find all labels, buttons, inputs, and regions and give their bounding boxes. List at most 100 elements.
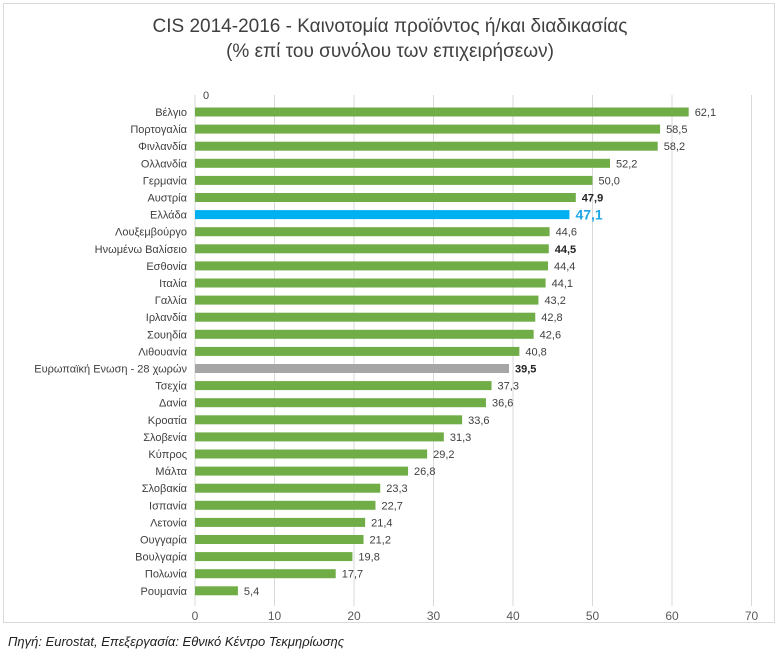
value-label: 26,8 (414, 466, 435, 478)
category-label: Ιταλία (159, 278, 188, 290)
category-label: Φινλανδία (138, 141, 187, 153)
x-tick-label: 30 (427, 609, 441, 623)
top-zero-label: 0 (203, 90, 209, 102)
x-tick-label: 70 (745, 609, 759, 623)
category-label: Πολωνία (145, 569, 188, 581)
bar (195, 364, 510, 373)
value-label: 44,5 (555, 244, 576, 256)
bar (195, 483, 381, 493)
bar (195, 193, 576, 202)
x-tick-label: 10 (268, 609, 282, 623)
value-label: 22,7 (381, 500, 402, 512)
x-tick-label: 60 (665, 609, 679, 623)
value-label: 43,2 (544, 295, 565, 307)
category-label: Ηνωμένω Βαλίσειο (95, 244, 187, 256)
value-label: 21,2 (370, 535, 391, 547)
bar (195, 329, 534, 339)
category-label: Βουλγαρία (135, 552, 188, 564)
chart-title-line1: CIS 2014-2016 - Καινοτομία προϊόντος ή/κ… (152, 16, 628, 37)
bar (195, 158, 610, 168)
category-label: Ουγγαρία (140, 535, 188, 547)
category-label: Λουξεμβούργο (115, 227, 187, 239)
x-tick-label: 50 (586, 609, 600, 623)
value-label: 44,6 (556, 227, 577, 239)
value-label: 44,1 (552, 278, 573, 290)
bar (195, 346, 520, 356)
bar (195, 500, 376, 510)
value-label: 17,7 (342, 569, 363, 581)
bar (195, 449, 428, 459)
value-label: 58,5 (666, 124, 687, 136)
value-label: 52,2 (616, 158, 637, 170)
category-label: Εσθονία (146, 261, 187, 273)
bar (195, 466, 409, 476)
bar (195, 569, 336, 579)
bar (195, 552, 353, 562)
bar (195, 312, 536, 322)
chart-title-line2: (% επί του συνόλου των επιχειρήσεων) (226, 41, 554, 62)
value-label: 42,6 (540, 329, 561, 341)
category-label: Ιρλανδία (146, 312, 188, 324)
value-label: 42,8 (541, 312, 562, 324)
bar (195, 535, 364, 544)
category-label: Μάλτα (155, 466, 187, 478)
value-label: 44,4 (554, 261, 575, 273)
category-label: Σλοβακία (142, 483, 188, 495)
category-label: Ισπανία (149, 500, 188, 512)
category-label: Αυστρία (147, 193, 187, 205)
bar (195, 278, 546, 288)
category-label: Ελλάδα (150, 210, 188, 222)
bar (195, 175, 593, 185)
value-label: 37,3 (498, 381, 519, 393)
value-label: 62,1 (695, 107, 716, 119)
value-label: 29,2 (433, 449, 454, 461)
bar (195, 295, 539, 305)
category-label: Σουηδία (147, 329, 188, 341)
category-label: Δανία (159, 398, 188, 410)
category-label: Λιθουανία (138, 346, 187, 358)
value-label: 21,4 (371, 517, 392, 529)
value-label: 36,6 (492, 398, 513, 410)
bar (195, 124, 661, 134)
category-label: Γαλλία (155, 295, 188, 307)
category-label: Λετονία (150, 517, 188, 529)
value-label: 47,1 (575, 207, 602, 223)
category-label: Βέλγιο (155, 107, 187, 119)
value-label: 39,5 (515, 364, 536, 376)
category-label: Κύπρος (148, 449, 187, 461)
chart-title: CIS 2014-2016 - Καινοτομία προϊόντος ή/κ… (0, 14, 780, 64)
bar (195, 210, 570, 220)
value-label: 50,0 (599, 175, 620, 187)
bar (195, 432, 444, 442)
value-label: 33,6 (468, 415, 489, 427)
bar (195, 381, 492, 391)
x-tick-label: 40 (506, 609, 520, 623)
value-label: 5,4 (244, 586, 259, 598)
bar (195, 141, 658, 151)
value-label: 31,3 (450, 432, 471, 444)
category-label: Σλοβενία (143, 432, 187, 444)
value-label: 58,2 (664, 141, 685, 153)
bar (195, 415, 463, 425)
x-tick-label: 20 (347, 609, 361, 623)
category-label: Ευρωπαϊκή Ενωση - 28 χωρών (34, 364, 187, 376)
value-label: 40,8 (525, 346, 546, 358)
bar (195, 586, 238, 596)
category-label: Γερμανία (143, 175, 188, 187)
category-label: Κροατία (148, 415, 188, 427)
category-label: Ολλανδία (141, 158, 188, 170)
bar-chart: 0 10 20 30 40 50 60 70 0 Βέλγιο 62,1 Πορτογαλία 58,5… (34, 90, 759, 623)
bar (195, 227, 550, 237)
x-tick-label: 0 (192, 609, 199, 623)
value-label: 23,3 (386, 483, 407, 495)
category-label: Πορτογαλία (130, 124, 187, 136)
bar (195, 517, 366, 527)
bar (195, 244, 549, 254)
category-label: Τσεχία (155, 381, 187, 393)
value-label: 19,8 (358, 552, 379, 564)
bar (195, 398, 486, 408)
bar (195, 107, 689, 117)
bar (195, 261, 548, 271)
value-label: 47,9 (582, 193, 603, 205)
category-label: Ρουμανία (141, 586, 188, 598)
